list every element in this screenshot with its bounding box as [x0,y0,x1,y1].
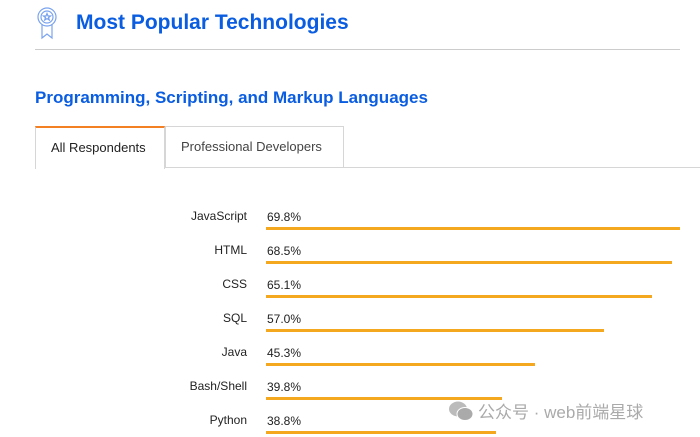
bar [266,295,653,298]
category-label: Bash/Shell [189,379,247,393]
bar [266,227,680,230]
watermark: 公众号 · web前端星球 [448,398,643,423]
award-ribbon-icon [37,7,57,40]
category-label: JavaScript [190,209,247,223]
category-label: SQL [222,311,247,325]
tab-bar: All Respondents Professional Developers [35,126,700,169]
value-label: 57.0% [267,312,302,326]
tab-professional-developers[interactable]: Professional Developers [165,126,344,167]
wechat-icon [449,401,474,421]
value-label: 38.8% [267,414,302,428]
header: Most Popular Technologies [35,6,349,40]
value-label: 68.5% [267,244,302,258]
value-label: 45.3% [267,346,302,360]
bar [266,329,605,332]
value-label: 69.8% [267,210,302,224]
tab-all-respondents[interactable]: All Respondents [35,126,165,169]
divider [35,49,680,50]
category-label: Java [221,345,247,359]
section-title: Programming, Scripting, and Markup Langu… [35,88,428,107]
value-label: 65.1% [267,278,302,292]
category-label: Python [209,413,247,427]
category-label: CSS [222,277,247,291]
category-label: HTML [214,243,247,257]
page-title: Most Popular Technologies [76,11,349,34]
bar [266,363,535,366]
value-label: 39.8% [267,380,302,394]
bar [266,397,503,400]
bar [266,431,497,434]
bar [266,261,673,264]
